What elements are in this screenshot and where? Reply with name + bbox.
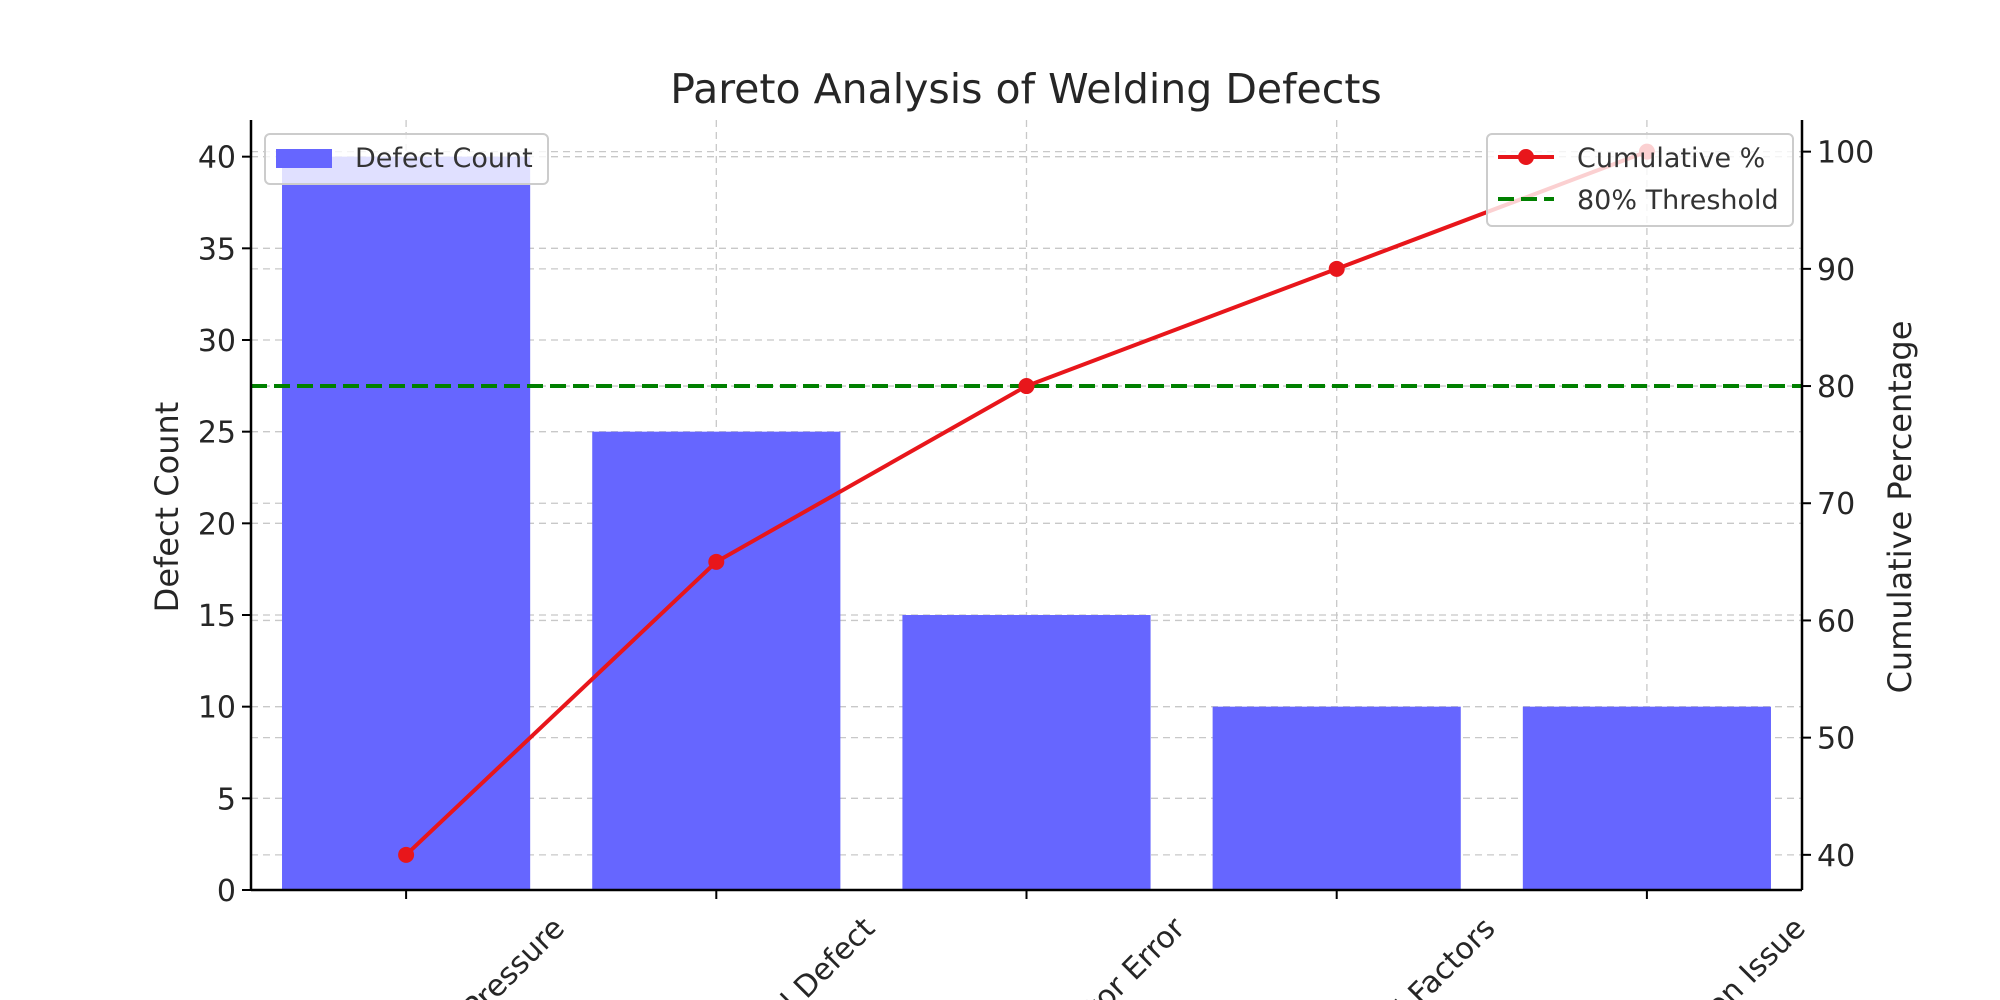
legend-bars-swatch: [276, 149, 332, 168]
bar-series: [282, 156, 1771, 890]
y-left-tick-label-5: 25: [198, 416, 236, 451]
y-left-tick-label-4: 20: [198, 507, 236, 542]
y-left-tick-label-1: 5: [217, 782, 236, 817]
bar-4: [1522, 706, 1771, 890]
y-right-tick-label-2: 60: [1817, 604, 1855, 639]
x-tick-label-2: tor Error: [1079, 910, 1193, 1000]
y-left-tick-label-8: 40: [198, 141, 236, 176]
y-left-tick-label-0: 0: [217, 874, 236, 909]
y-right-tick-label-5: 90: [1817, 253, 1855, 288]
legend-cumulative-swatch-marker: [1518, 149, 1534, 165]
legend-bars-label: Defect Count: [355, 143, 533, 174]
cumulative-point-1: [708, 553, 725, 570]
legend-bars: Defect Count: [264, 133, 549, 185]
bar-0: [282, 156, 531, 890]
y-right-tick-label-0: 40: [1817, 839, 1855, 874]
legend-lines-frame: [1486, 133, 1794, 227]
legend-lines: Cumulative % 80% Threshold: [1486, 133, 1794, 227]
y-left-tick-label-6: 30: [198, 324, 236, 359]
y-right-tick-label-1: 50: [1817, 722, 1855, 757]
y-right-tick-label-6: 100: [1817, 136, 1874, 171]
bar-2: [902, 615, 1151, 890]
cumulative-point-2: [1018, 378, 1035, 395]
x-tick-label-4: on Issue: [1700, 911, 1813, 1000]
x-tick-label-3: l Factors: [1389, 911, 1502, 1000]
y-axis-right-label: Cumulative Percentage: [1881, 321, 1919, 694]
y-left-tick-label-7: 35: [198, 232, 236, 267]
x-tick-label-1: l Defect: [775, 911, 882, 1000]
legend-threshold-label: 80% Threshold: [1577, 185, 1779, 216]
y-right-tick-label-3: 70: [1817, 487, 1855, 522]
cumulative-point-3: [1328, 260, 1345, 277]
legend-bars-frame: [264, 133, 549, 185]
cumulative-point-0: [398, 846, 415, 863]
bar-3: [1212, 706, 1461, 890]
bar-1: [592, 431, 841, 890]
x-tick-label-0: Pressure: [456, 911, 571, 1000]
y-left-tick-label-3: 15: [198, 599, 236, 634]
legend-cumulative-label: Cumulative %: [1577, 143, 1765, 174]
chart-title: Pareto Analysis of Welding Defects: [670, 65, 1382, 113]
y-right-tick-label-4: 80: [1817, 370, 1855, 405]
y-left-tick-label-2: 10: [198, 691, 236, 726]
y-axis-left-label: Defect Count: [148, 402, 186, 613]
